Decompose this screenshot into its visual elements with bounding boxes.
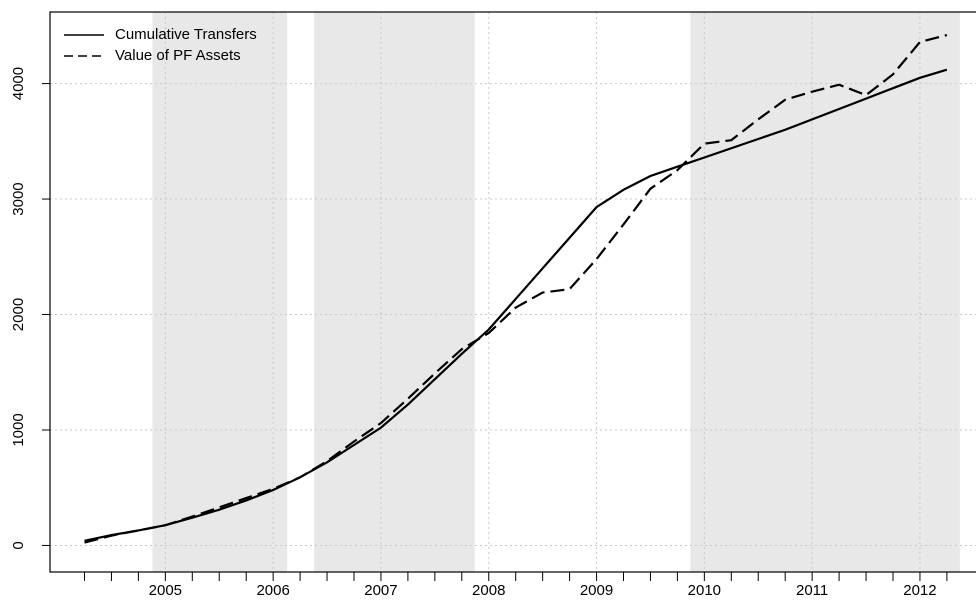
legend-label: Value of PF Assets: [115, 47, 241, 64]
legend: Cumulative Transfers Value of PF Assets: [64, 26, 257, 64]
y-tick-label: 3000: [10, 182, 27, 215]
x-tick-label: 2007: [364, 582, 397, 599]
shaded-region: [314, 12, 475, 572]
shaded-region: [690, 12, 960, 572]
legend-label: Cumulative Transfers: [115, 26, 257, 43]
x-tick-label: 2011: [796, 582, 828, 599]
y-tick-label: 1000: [10, 413, 27, 446]
x-tick-label: 2012: [903, 582, 936, 599]
y-tick-label: 0: [10, 541, 27, 549]
x-tick-label: 2008: [472, 582, 505, 599]
x-tick-label: 2005: [149, 582, 182, 599]
axes-layer: 0 1000 2000 3000 4000 2005 2006 2007 2008 2009 201…: [10, 67, 948, 599]
data-line: [84, 34, 948, 544]
lines-layer: [84, 34, 948, 544]
y-tick-label: 2000: [10, 298, 27, 331]
shading-layer: [152, 12, 960, 572]
x-tick-label: 2010: [688, 582, 721, 599]
plot-frame: [49, 11, 976, 573]
x-tick-label: 2009: [580, 582, 613, 599]
data-line: [84, 68, 948, 542]
y-tick-label: 4000: [10, 67, 27, 100]
shaded-region: [152, 12, 288, 572]
grid-layer: [50, 12, 976, 572]
x-tick-label: 2006: [256, 582, 289, 599]
